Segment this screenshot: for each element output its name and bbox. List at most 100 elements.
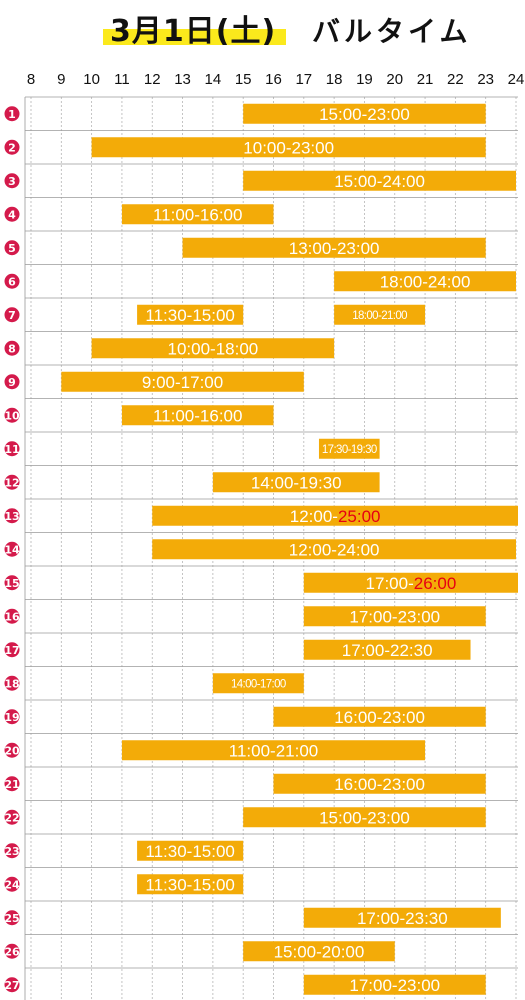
row-badge	[4, 809, 20, 825]
row-badge	[4, 876, 20, 892]
time-bar-label: 17:00-26:00	[366, 574, 457, 593]
row-badge-number: 10	[4, 409, 20, 422]
row-badge-number: 1	[8, 108, 16, 121]
row-badge-number: 6	[8, 275, 16, 288]
row-badge	[4, 675, 20, 691]
row-badge-number: 26	[4, 945, 20, 958]
row-badge-number: 14	[4, 543, 20, 556]
time-bar	[243, 103, 486, 124]
row-badge-number: 23	[4, 845, 19, 858]
time-bar-label: 17:00-23:00	[349, 976, 440, 995]
x-tick-label: 15	[235, 71, 252, 88]
time-bar	[334, 271, 516, 292]
time-bar	[152, 505, 518, 526]
row-badge-number: 4	[8, 208, 16, 221]
row-badge-number: 8	[8, 342, 16, 355]
time-bar	[61, 371, 304, 392]
x-tick-label: 9	[57, 71, 65, 88]
time-bar	[273, 773, 486, 794]
time-bar-label: 15:00-20:00	[274, 942, 365, 961]
x-tick-label: 13	[174, 71, 191, 88]
row-badge	[4, 541, 20, 557]
row-badge-number: 7	[8, 309, 16, 322]
x-tick-label: 17	[295, 71, 312, 88]
row-badge	[4, 910, 20, 926]
time-bar-label: 15:00-24:00	[334, 172, 425, 191]
row-badge	[4, 340, 20, 356]
row-badge	[4, 374, 20, 390]
time-bar-label: 17:30-19:30	[322, 444, 377, 456]
time-bar	[303, 572, 518, 593]
time-bar-label: 16:00-23:00	[334, 775, 425, 794]
row-badge	[4, 977, 20, 993]
x-tick-label: 10	[83, 71, 100, 88]
time-bar-label: 16:00-23:00	[334, 708, 425, 727]
row-badge-number: 9	[8, 376, 16, 389]
time-bar	[273, 706, 486, 727]
x-tick-label: 21	[417, 71, 434, 88]
row-badge-number: 20	[4, 744, 20, 757]
time-bar-label: 9:00-17:00	[142, 373, 223, 392]
time-bar-label: 17:00-23:30	[357, 909, 448, 928]
time-bar	[334, 304, 426, 325]
time-bar-label: 14:00-17:00	[231, 678, 286, 690]
time-bar-label: 11:30-15:00	[145, 306, 234, 325]
row-badge-number: 19	[4, 711, 19, 724]
title-date: 3月1日(土)	[110, 14, 277, 49]
time-bar	[182, 237, 486, 258]
x-axis-ticks: 8 9 10 11 12 13 14 15 16 17 18 19 20 21 22 23 24	[27, 71, 525, 88]
row-badge-number: 24	[4, 878, 20, 891]
x-tick-label: 24	[508, 71, 525, 88]
row-badge	[4, 173, 20, 189]
time-bar	[303, 974, 486, 995]
x-tick-label: 16	[265, 71, 282, 88]
time-bar-label: 15:00-23:00	[319, 808, 410, 827]
row-badge	[4, 608, 20, 624]
row-badge-number: 12	[4, 476, 19, 489]
x-tick-label: 14	[205, 71, 222, 88]
time-bar	[243, 170, 516, 191]
time-bar-label: 13:00-23:00	[289, 239, 380, 258]
time-bar-label: 17:00-22:30	[342, 641, 433, 660]
chart-title: 3月1日(土) バルタイム	[0, 0, 525, 62]
time-bar-label: 11:00-21:00	[229, 741, 318, 760]
x-tick-label: 12	[144, 71, 161, 88]
time-bar-label: 11:30-15:00	[145, 842, 234, 861]
time-bar	[318, 438, 380, 459]
time-bar	[212, 472, 380, 493]
row-badge-number: 21	[4, 778, 19, 791]
row-badge-number: 25	[4, 912, 19, 925]
time-bar	[137, 874, 244, 895]
row-badge	[4, 943, 20, 959]
row-badge	[4, 742, 20, 758]
x-tick-label: 8	[27, 71, 35, 88]
time-bar	[243, 807, 486, 828]
time-bar-label: 11:30-15:00	[145, 875, 234, 894]
time-bar	[91, 338, 335, 359]
time-bar-label: 10:00-18:00	[168, 339, 259, 358]
row-badge-number: 16	[4, 610, 20, 623]
time-bar	[303, 907, 501, 928]
row-badge-number: 5	[8, 242, 16, 255]
row-badge-number: 3	[8, 175, 16, 188]
time-bar	[303, 606, 486, 627]
row-badge	[4, 139, 20, 155]
row-badge-number: 27	[4, 979, 19, 992]
time-bar	[91, 137, 486, 158]
row-badge	[4, 106, 20, 122]
time-bar	[212, 673, 304, 694]
row-badge	[4, 240, 20, 256]
row-badge	[4, 273, 20, 289]
time-bar	[137, 840, 244, 861]
time-bar	[137, 304, 244, 325]
row-badge	[4, 474, 20, 490]
title-name: バルタイム	[312, 15, 472, 48]
time-bar-label: 15:00-23:00	[319, 105, 410, 124]
x-tick-label: 18	[326, 71, 343, 88]
row-badge	[4, 843, 20, 859]
x-tick-label: 20	[386, 71, 403, 88]
time-bar	[121, 204, 274, 225]
time-bar	[121, 740, 426, 761]
time-bar	[121, 405, 274, 426]
row-badge	[4, 508, 20, 524]
